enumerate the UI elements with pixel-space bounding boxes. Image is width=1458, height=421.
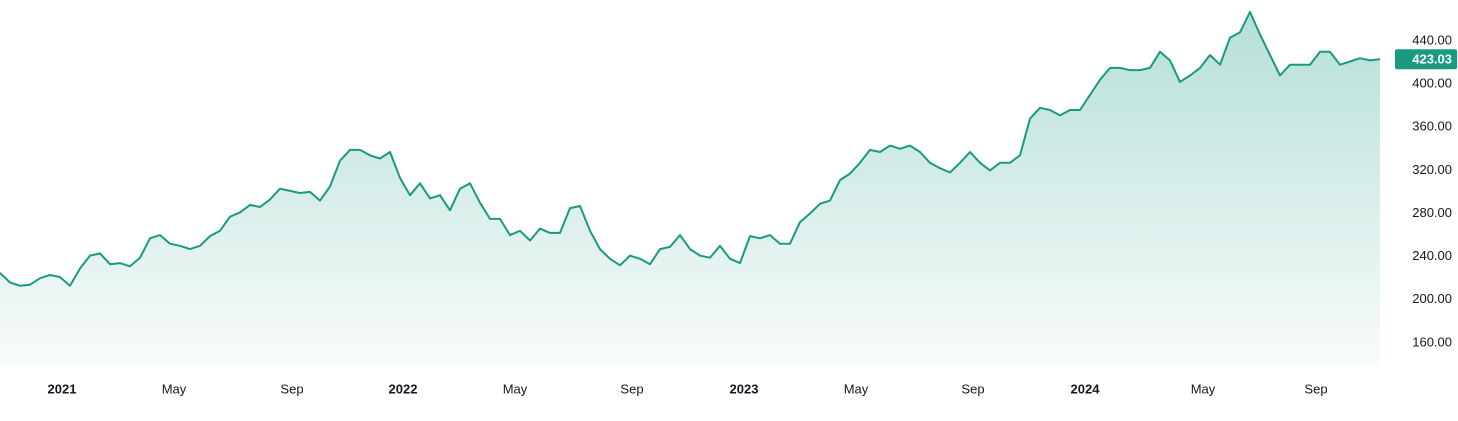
price-line — [0, 10, 1381, 287]
plot-area — [0, 10, 1381, 366]
area-fill — [0, 11, 1380, 366]
y-tick-label: 400.00 — [1412, 76, 1452, 91]
y-tick-label: 240.00 — [1412, 248, 1452, 263]
x-tick-label: Sep — [961, 381, 984, 396]
x-tick-label: May — [1191, 381, 1216, 396]
y-tick-label: 360.00 — [1412, 119, 1452, 134]
y-tick-label: 320.00 — [1412, 162, 1452, 177]
x-tick-label: 2024 — [1071, 381, 1101, 396]
y-tick-label: 280.00 — [1412, 205, 1452, 220]
price-axis: 160.00 200.00 240.00 280.00 320.00 360.00 400.… — [1395, 32, 1457, 349]
x-tick-label: May — [503, 381, 528, 396]
x-tick-label: 2023 — [730, 381, 759, 396]
y-tick-label: 160.00 — [1412, 334, 1452, 349]
x-tick-label: May — [844, 381, 869, 396]
y-tick-label: 440.00 — [1412, 32, 1452, 47]
x-tick-label: 2021 — [48, 381, 77, 396]
x-tick-label: Sep — [1304, 381, 1327, 396]
y-tick-label: 200.00 — [1412, 291, 1452, 306]
x-tick-label: 2022 — [389, 381, 418, 396]
x-tick-label: May — [162, 381, 187, 396]
x-tick-label: Sep — [280, 381, 303, 396]
last-price-badge — [1395, 49, 1457, 70]
last-price-label: 423.03 — [1412, 52, 1452, 67]
x-tick-label: Sep — [620, 381, 643, 396]
